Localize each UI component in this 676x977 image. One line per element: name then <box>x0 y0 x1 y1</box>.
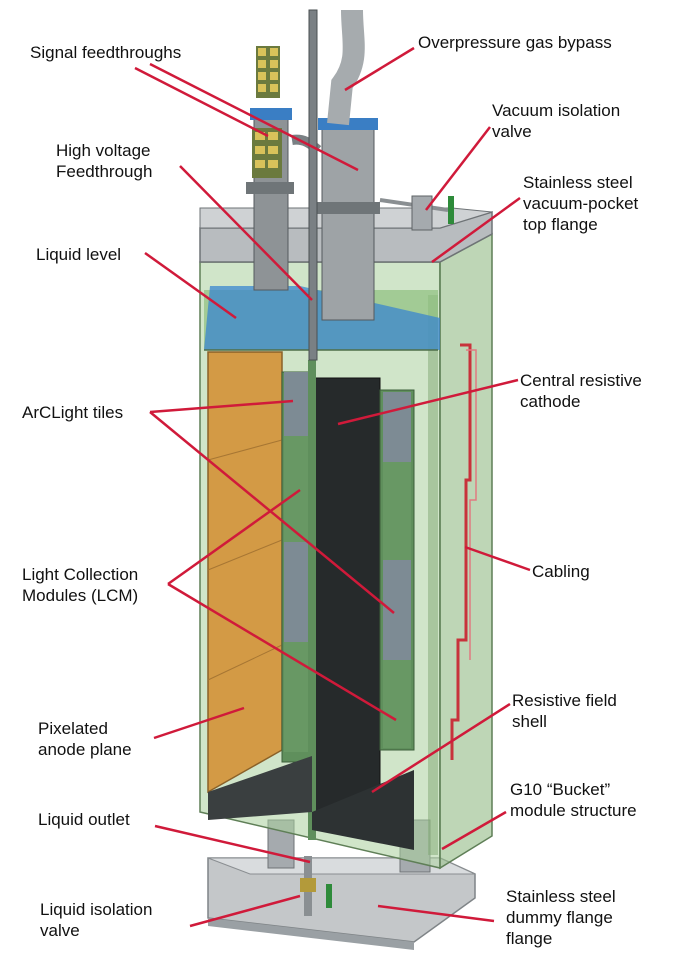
label-light-collection-modules: Light Collection Modules (LCM) <box>22 565 139 605</box>
vacuum-valve <box>379 195 454 231</box>
label-central-resistive-cathode: Central resistive cathode <box>520 371 642 411</box>
lcm-left <box>281 371 313 763</box>
bucket-floor <box>208 756 312 820</box>
anode-plane <box>207 351 283 794</box>
label-g10-bucket: G10 “Bucket” module structure <box>510 780 637 820</box>
bucket-floor-right <box>312 770 414 850</box>
label-pixelated-anode-plane: Pixelated anode plane <box>38 719 132 759</box>
hv-rod <box>308 9 318 361</box>
label-signal-feedthroughs: Signal feedthroughs <box>30 43 182 62</box>
label-cabling: Cabling <box>532 562 590 581</box>
label-high-voltage-feedthrough: High voltage Feedthrough <box>56 141 153 181</box>
lcm-right <box>379 389 415 751</box>
leader-lines <box>134 46 531 928</box>
signal-connectors <box>252 46 282 178</box>
label-liquid-level: Liquid level <box>36 245 122 264</box>
label-resistive-field-shell: Resistive field shell <box>512 691 617 731</box>
label-stainless-dummy-flange: Stainless steel dummy flange flange <box>506 887 616 948</box>
label-stainless-top-flange: Stainless steel vacuum-pocket top flange <box>523 173 639 234</box>
label-overpressure-gas-bypass: Overpressure gas bypass <box>418 33 612 52</box>
cathode <box>308 360 381 840</box>
cabling <box>450 343 477 760</box>
gas-bypass-pipe <box>327 9 365 126</box>
label-vacuum-isolation-valve: Vacuum isolation valve <box>492 101 621 141</box>
liquid-outlet-valve <box>300 856 332 916</box>
label-arclight-tiles: ArCLight tiles <box>22 403 124 422</box>
label-liquid-outlet: Liquid outlet <box>38 810 130 829</box>
label-liquid-isolation-valve: Liquid isolation valve <box>40 900 153 940</box>
